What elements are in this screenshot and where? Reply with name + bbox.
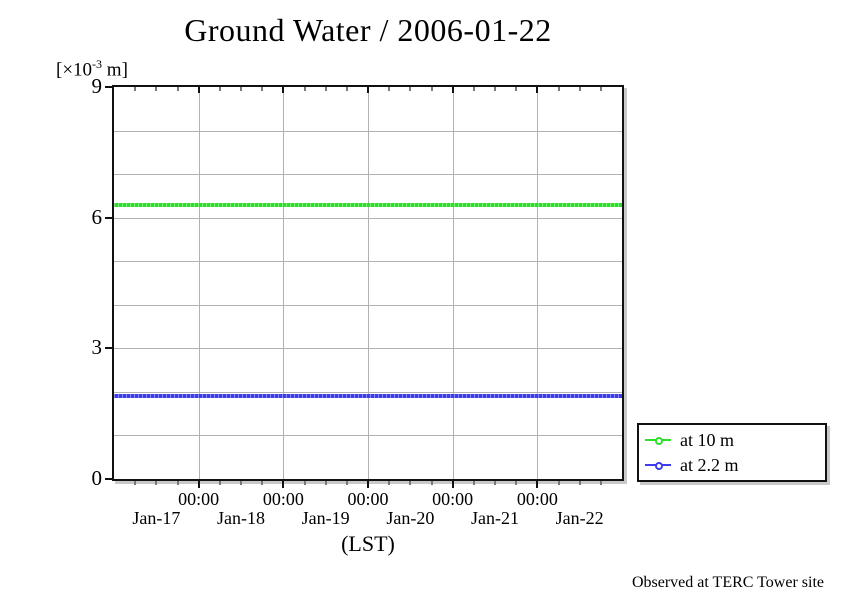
x-minor-tick-top	[176, 87, 179, 91]
x-minor-tick-bottom	[303, 481, 306, 485]
x-date-tick-label: Jan-20	[386, 508, 435, 528]
x-minor-tick-bottom	[345, 481, 348, 485]
x-minor-tick-bottom	[324, 481, 327, 485]
x-minor-tick-top	[599, 87, 602, 91]
x-minor-tick-bottom	[430, 481, 433, 485]
x-minor-tick-top	[134, 87, 137, 91]
x-minor-tick-bottom	[578, 481, 581, 485]
x-minor-tick-bottom	[409, 481, 412, 485]
vertical-gridline	[283, 87, 285, 479]
x-minor-tick-bottom	[472, 481, 475, 485]
line-point-marker-blue	[645, 460, 671, 470]
x-major-tick-bottom	[197, 481, 200, 488]
x-major-tick-bottom	[451, 481, 454, 488]
y-major-tick-left	[105, 478, 112, 480]
x-minor-tick-top	[240, 87, 242, 91]
x-major-tick-top	[282, 87, 285, 93]
x-minor-tick-top	[388, 87, 391, 91]
footer-annotations: Observed at TERC Tower site Created Auto…	[264, 534, 824, 595]
x-date-tick-label: Jan-19	[301, 508, 350, 528]
vertical-gridline	[452, 87, 454, 479]
legend-item-2-2m: at 2.2 m	[645, 453, 819, 477]
chart-title: Ground Water / 2006-01-22	[184, 12, 552, 48]
y-unit-suffix: m]	[102, 59, 128, 81]
x-minor-tick-bottom	[599, 481, 602, 485]
x-minor-tick-top	[345, 87, 348, 91]
x-minor-tick-top	[324, 87, 327, 91]
x-major-tick-top	[367, 87, 369, 93]
x-minor-tick-bottom	[240, 481, 242, 485]
y-major-tick-left	[105, 347, 112, 350]
vertical-gridline	[368, 87, 369, 479]
x-major-tick-bottom	[282, 481, 285, 488]
x-time-tick-label: 00:00	[347, 489, 389, 509]
vertical-gridline	[198, 87, 200, 479]
series-line-at-10-m	[114, 202, 622, 207]
x-minor-tick-top	[430, 87, 433, 91]
x-time-tick-label: 00:00	[178, 489, 220, 509]
plot-area	[112, 85, 624, 481]
x-minor-tick-top	[218, 87, 221, 91]
y-axis-unit-label: [×10-3 m]	[56, 57, 128, 81]
x-date-tick-label: Jan-17	[132, 508, 181, 528]
legend-label: at 2.2 m	[680, 454, 739, 475]
x-time-tick-label: 00:00	[516, 489, 558, 509]
y-tick-label: 9	[91, 74, 103, 98]
x-minor-tick-top	[261, 87, 264, 91]
y-tick-label: 6	[91, 204, 103, 229]
y-major-tick-left	[105, 216, 112, 219]
x-minor-tick-top	[155, 87, 158, 91]
series-line-at-2-2-m	[114, 394, 622, 399]
x-time-tick-label: 00:00	[432, 489, 474, 509]
x-axis-label: (LST)	[341, 531, 395, 556]
vertical-gridline	[537, 87, 539, 479]
x-minor-tick-top	[515, 87, 518, 91]
x-minor-tick-top	[303, 87, 306, 91]
y-unit-exponent: -3	[92, 57, 103, 71]
legend-label: at 10 m	[680, 429, 734, 450]
observed-site-text: Observed at TERC Tower site	[631, 574, 824, 591]
x-minor-tick-top	[557, 87, 560, 91]
x-minor-tick-bottom	[261, 481, 264, 485]
y-tick-label: 0	[91, 466, 103, 490]
x-minor-tick-bottom	[134, 481, 137, 485]
x-major-tick-bottom	[367, 481, 369, 488]
x-major-tick-top	[536, 87, 539, 93]
legend-box: at 10 m at 2.2 m	[637, 423, 827, 482]
y-major-tick-left	[105, 86, 112, 88]
x-minor-tick-bottom	[494, 481, 496, 485]
x-minor-tick-bottom	[557, 481, 560, 485]
x-minor-tick-bottom	[218, 481, 221, 485]
x-minor-tick-top	[409, 87, 412, 91]
x-minor-tick-bottom	[155, 481, 158, 485]
x-date-tick-label: Jan-22	[555, 508, 604, 528]
y-tick-label: 3	[91, 335, 103, 360]
x-major-tick-top	[197, 87, 200, 93]
x-date-tick-label: Jan-18	[217, 508, 265, 528]
x-minor-tick-bottom	[515, 481, 518, 485]
x-major-tick-top	[451, 87, 454, 93]
x-major-tick-bottom	[536, 481, 539, 488]
x-minor-tick-top	[494, 87, 496, 91]
x-time-tick-label: 00:00	[262, 489, 304, 509]
legend-item-10m: at 10 m	[645, 428, 819, 452]
x-minor-tick-top	[472, 87, 475, 91]
x-minor-tick-bottom	[176, 481, 179, 485]
line-point-marker-green	[645, 435, 671, 445]
x-minor-tick-bottom	[388, 481, 391, 485]
y-unit-prefix: [×10	[56, 59, 93, 81]
x-minor-tick-top	[578, 87, 581, 91]
x-date-tick-label: Jan-21	[471, 508, 519, 528]
